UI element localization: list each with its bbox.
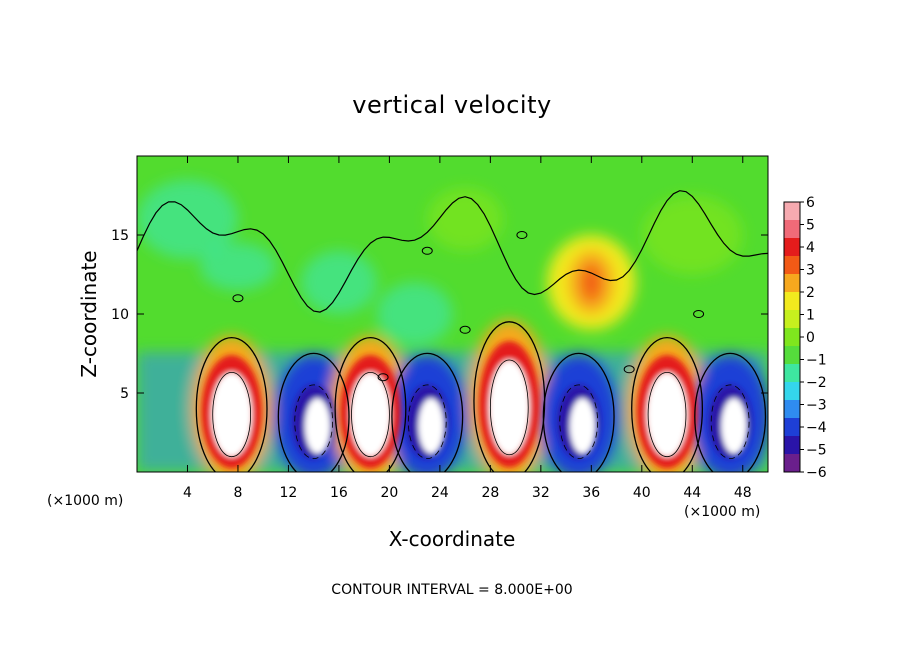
x-tick-label: 4 [183, 485, 192, 501]
aloft-peak [581, 263, 602, 302]
x-tick-label: 28 [481, 485, 499, 501]
x-unit-left: (×1000 m) [47, 493, 123, 509]
colorbar-swatch [784, 436, 800, 454]
colorbar-tick-label: 5 [806, 218, 815, 234]
interval-contour [710, 384, 750, 459]
zero-contour [694, 352, 767, 472]
interval-contour [212, 372, 251, 458]
interval-contour [407, 384, 447, 459]
colorbar-swatch [784, 400, 800, 418]
y-axis: 5 10 15 [111, 228, 768, 402]
velocity-field [137, 179, 768, 472]
x-tick-label: 16 [330, 485, 348, 501]
colorbar-swatch [784, 238, 800, 256]
colorbar-tick-label: 3 [806, 263, 815, 279]
x-tick-label: 32 [532, 485, 550, 501]
colorbar-swatch [784, 328, 800, 346]
x-tick-label: 12 [280, 485, 298, 501]
small-contour-ring [377, 373, 389, 382]
field-patch [376, 282, 453, 346]
updraft-peak [646, 372, 688, 457]
colorbar-tick-label: −6 [806, 465, 827, 481]
colorbar-swatch [784, 364, 800, 382]
colorbar-swatch [784, 256, 800, 274]
colorbar: 6 5 4 3 2 1 0 −1 −2 −3 −4 −5 −6 [783, 195, 827, 481]
contour-lines [137, 190, 768, 472]
small-contour-ring [516, 231, 528, 239]
downdraft-peak [304, 398, 331, 454]
colorbar-swatch [784, 382, 800, 400]
field-cores [201, 341, 752, 469]
colorbar-tick-label: −5 [806, 443, 827, 459]
small-contour-ring [623, 365, 635, 374]
x-tick-label: 8 [233, 485, 242, 501]
interval-contour [489, 359, 529, 456]
chart-title: vertical velocity [352, 91, 551, 119]
downdraft-peak [569, 398, 596, 454]
colorbar-tick-label: 1 [806, 308, 815, 324]
x-unit-right: (×1000 m) [684, 504, 760, 520]
zero-contour [542, 352, 615, 472]
colorbar-tick-label: −2 [806, 375, 827, 391]
colorbar-swatch [784, 454, 800, 472]
colorbar-swatch [784, 346, 800, 364]
field-patch [641, 195, 743, 275]
interval-contour [559, 384, 599, 459]
small-contour-ring [232, 294, 244, 303]
interval-contour [294, 384, 334, 459]
y-tick-label: 5 [120, 386, 129, 402]
updraft-peak [489, 359, 530, 455]
zero-contour [391, 352, 464, 472]
x-axis: 4 8 12 16 20 24 28 32 36 40 44 48 [183, 156, 752, 501]
colorbar-swatch [784, 220, 800, 238]
field-patch [301, 250, 377, 314]
zero-contour [334, 336, 407, 472]
y-tick-label: 15 [111, 228, 129, 244]
colorbar-tick-label: 6 [806, 195, 815, 211]
colorbar-swatch [784, 274, 800, 292]
x-tick-label: 20 [380, 485, 398, 501]
zero-contour [277, 352, 350, 472]
updraft-peak [211, 372, 252, 457]
downdraft-peak [418, 398, 444, 454]
plot-area [137, 156, 768, 472]
x-tick-label: 24 [431, 485, 449, 501]
downdraft-peak [721, 398, 747, 454]
interval-contour [647, 372, 687, 458]
zero-contour [631, 336, 704, 472]
colorbar-swatch [784, 202, 800, 220]
colorbar-swatch [784, 418, 800, 436]
colorbar-tick-label: −4 [806, 420, 827, 436]
interval-contour [351, 372, 390, 458]
updraft-peak [350, 372, 391, 457]
colorbar-swatch [784, 292, 800, 310]
upper-zero-contour [137, 190, 768, 313]
colorbar-tick-label: −1 [806, 353, 827, 369]
y-axis-label: Z-coordinate [77, 250, 101, 377]
x-tick-label: 48 [734, 485, 752, 501]
colorbar-tick-label: −3 [806, 398, 827, 414]
colorbar-tick-label: 4 [806, 240, 815, 256]
x-axis-label: X-coordinate [389, 527, 516, 551]
x-tick-label: 36 [582, 485, 600, 501]
colorbar-tick-label: 0 [806, 330, 815, 346]
zero-contour [195, 336, 268, 472]
field-patch [200, 242, 276, 291]
x-tick-label: 44 [683, 485, 701, 501]
colorbar-swatch [784, 310, 800, 328]
small-contour-ring [459, 325, 471, 334]
y-tick-label: 10 [111, 307, 129, 323]
small-contour-ring [421, 246, 433, 255]
x-tick-label: 40 [633, 485, 651, 501]
contour-interval: CONTOUR INTERVAL = 8.000E+00 [331, 582, 572, 598]
small-contour-ring [693, 310, 705, 318]
colorbar-tick-label: 2 [806, 285, 815, 301]
field-patch [137, 179, 238, 259]
field-patch [427, 187, 503, 251]
